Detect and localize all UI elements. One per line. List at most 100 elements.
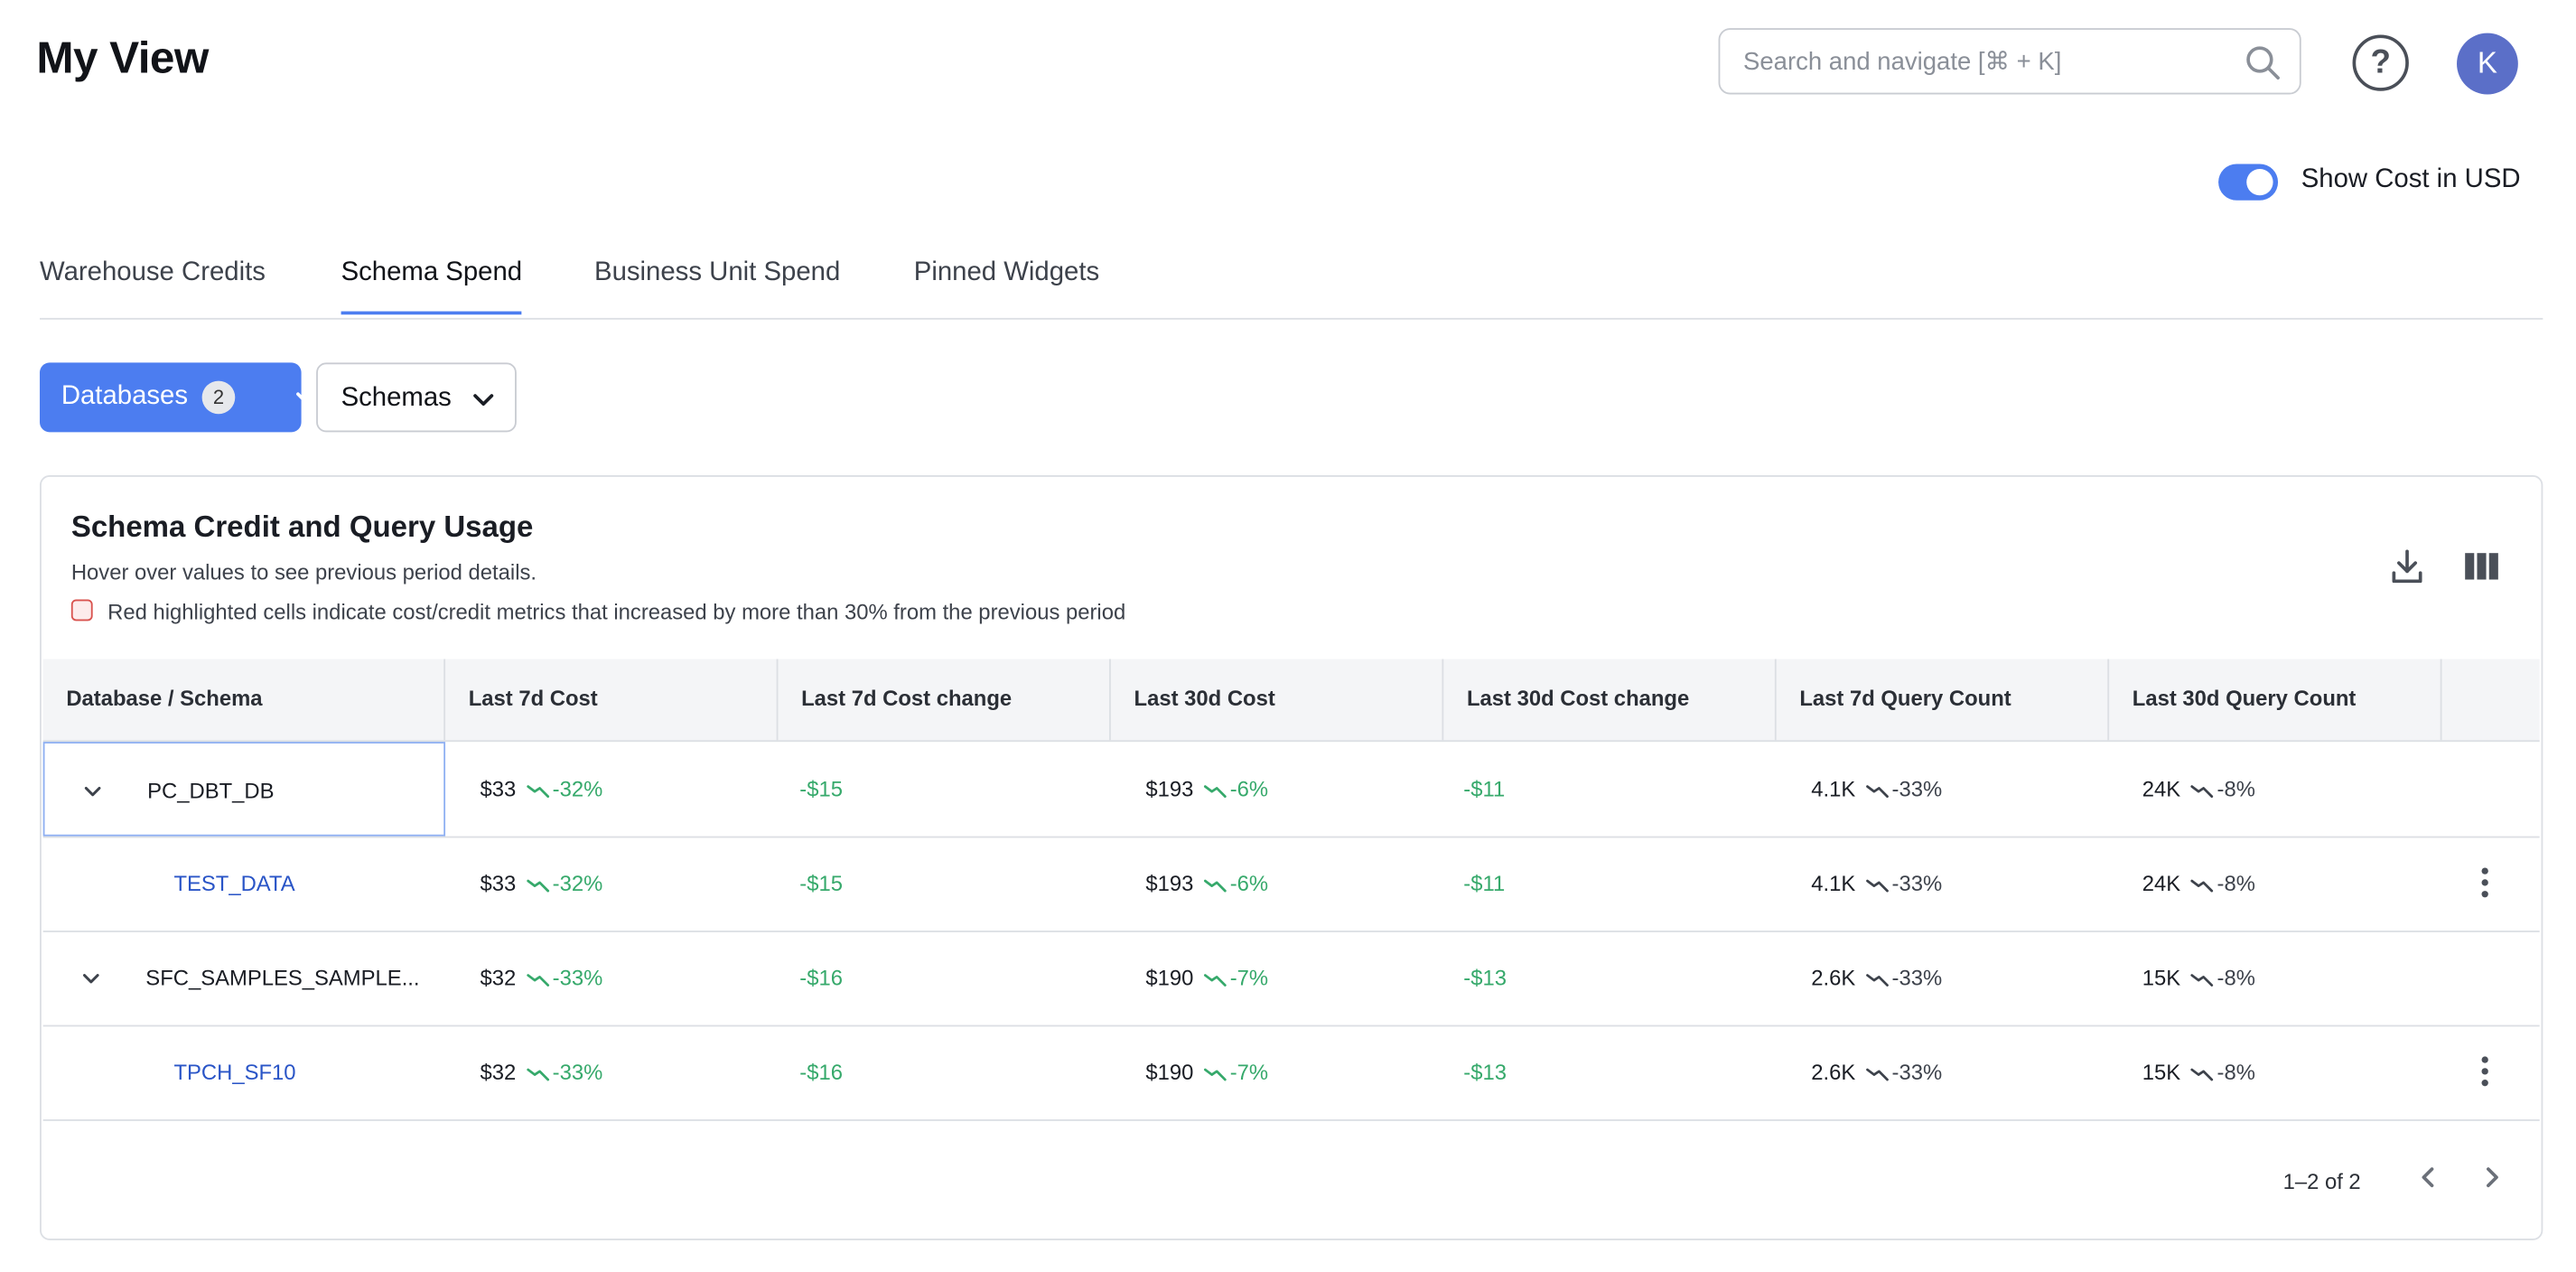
tab-schema-spend[interactable]: Schema Spend — [341, 258, 523, 315]
search-input[interactable] — [1743, 42, 2240, 80]
last-30d-cost: $193 — [1145, 776, 1194, 802]
last-7d-query-trend: -33% — [1891, 965, 1943, 991]
trend-down-icon — [1865, 973, 1889, 987]
last-7d-query-trend: -33% — [1891, 776, 1943, 802]
download-icon[interactable] — [2387, 547, 2427, 586]
toggle-knob — [2246, 168, 2273, 196]
database-name: SFC_SAMPLES_SAMPLE... — [145, 965, 420, 991]
help-icon: ? — [2370, 44, 2391, 81]
row-actions-icon[interactable] — [2481, 1056, 2488, 1090]
avatar[interactable]: K — [2457, 33, 2518, 95]
table-header: Database / Schema Last 7d Cost Last 7d C… — [42, 659, 2540, 743]
databases-filter-label: Databases — [61, 382, 189, 411]
last-7d-cost-trend: -32% — [552, 871, 603, 896]
legend-text: Red highlighted cells indicate cost/cred… — [107, 599, 1126, 625]
column-header[interactable]: Last 7d Cost — [445, 659, 779, 741]
chevron-left-icon[interactable] — [2415, 1164, 2441, 1191]
tab-warehouse-credits[interactable]: Warehouse Credits — [39, 257, 266, 287]
table-row[interactable]: PC_DBT_DB $33 -32% -$15 $193 -6% -$11 4.1K -33% 2… — [42, 742, 2540, 838]
chevron-down-icon[interactable] — [81, 780, 105, 803]
column-header[interactable]: Last 7d Query Count — [1777, 659, 2110, 741]
last-30d-query-trend: -8% — [2217, 1060, 2255, 1085]
row-actions-icon[interactable] — [2481, 867, 2488, 902]
last-7d-query-count: 4.1K — [1811, 871, 1856, 896]
last-30d-cost-trend: -7% — [1229, 965, 1269, 991]
last-30d-cost-cell: $190 -7% — [1145, 931, 1268, 1024]
last-30d-query-trend: -8% — [2217, 871, 2255, 896]
column-header[interactable]: Last 30d Query Count — [2109, 659, 2442, 741]
chevron-right-icon[interactable] — [2478, 1164, 2505, 1191]
schema-cell[interactable]: TEST_DATA — [43, 837, 445, 931]
last-30d-cost-trend: -6% — [1229, 871, 1269, 896]
show-cost-usd-label: Show Cost in USD — [2301, 165, 2521, 194]
trend-down-icon — [2190, 1067, 2214, 1080]
last-30d-query-trend: -8% — [2217, 965, 2255, 991]
last-30d-cost-change: -$13 — [1463, 1060, 1507, 1085]
columns-icon[interactable] — [2463, 550, 2499, 584]
schema-cell[interactable]: TPCH_SF10 — [43, 1025, 445, 1119]
column-header[interactable]: Last 30d Cost — [1111, 659, 1444, 741]
last-7d-cost: $33 — [480, 871, 517, 896]
trend-down-icon — [1865, 784, 1889, 798]
database-cell[interactable]: SFC_SAMPLES_SAMPLE... — [43, 931, 445, 1024]
last-30d-cost-trend: -7% — [1229, 1060, 1269, 1085]
help-button[interactable]: ? — [2352, 34, 2409, 91]
trend-down-icon — [2190, 973, 2214, 987]
trend-down-icon — [526, 784, 549, 798]
last-7d-query-count-cell: 2.6K -33% — [1811, 1025, 1942, 1119]
table-row[interactable]: TEST_DATA $33 -32% -$15 $193 -6% -$11 4.1K -33% 2… — [42, 837, 2540, 932]
last-7d-cost-trend: -33% — [552, 965, 603, 991]
last-7d-cost-cell: $32 -33% — [481, 1025, 603, 1119]
last-30d-cost-change: -$11 — [1463, 871, 1506, 896]
schema-link[interactable]: TEST_DATA — [173, 871, 295, 896]
last-7d-query-count-cell: 4.1K -33% — [1811, 742, 1942, 836]
last-7d-cost-cell: $33 -32% — [481, 837, 603, 931]
last-7d-cost-cell: $32 -33% — [481, 931, 603, 1024]
tab-business-unit-spend[interactable]: Business Unit Spend — [594, 257, 841, 287]
column-header[interactable]: Database / Schema — [43, 659, 446, 741]
last-30d-query-count: 24K — [2142, 871, 2181, 896]
databases-filter-button[interactable]: Databases 2 — [39, 362, 317, 433]
schema-usage-card: Schema Credit and Query Usage Hover over… — [39, 475, 2543, 1240]
last-7d-cost-trend: -33% — [552, 1060, 603, 1085]
trend-down-icon — [2190, 878, 2214, 892]
show-cost-usd-toggle[interactable] — [2218, 164, 2279, 201]
trend-down-icon — [526, 878, 549, 892]
tab-pinned-widgets[interactable]: Pinned Widgets — [913, 257, 1100, 287]
last-7d-cost-change: -$15 — [799, 776, 844, 802]
last-30d-cost: $193 — [1145, 871, 1194, 896]
column-header[interactable]: Last 7d Cost change — [778, 659, 1111, 741]
column-header[interactable]: Last 30d Cost change — [1443, 659, 1777, 741]
last-30d-cost: $190 — [1145, 1060, 1194, 1085]
last-30d-query-trend: -8% — [2217, 776, 2255, 802]
chevron-down-icon — [473, 394, 494, 407]
search-box[interactable] — [1718, 28, 2301, 95]
last-30d-query-count-cell: 15K -8% — [2142, 1025, 2255, 1119]
last-7d-cost-trend: -32% — [552, 776, 603, 802]
last-7d-query-count: 2.6K — [1811, 1060, 1856, 1085]
trend-down-icon — [1203, 1067, 1227, 1080]
trend-down-icon — [526, 973, 549, 987]
table-row[interactable]: TPCH_SF10 $32 -33% -$16 $190 -7% -$13 2.6K -33% 1… — [42, 1025, 2540, 1121]
databases-count-badge: 2 — [201, 380, 236, 415]
trend-down-icon — [1203, 784, 1227, 798]
last-7d-cost-change: -$16 — [799, 965, 844, 991]
last-7d-query-count-cell: 4.1K -33% — [1811, 837, 1942, 931]
schemas-filter-label: Schemas — [341, 384, 452, 413]
database-cell[interactable]: PC_DBT_DB — [42, 742, 446, 837]
schema-link[interactable]: TPCH_SF10 — [173, 1060, 296, 1085]
last-30d-cost-change: -$13 — [1463, 965, 1507, 991]
chevron-down-icon[interactable] — [79, 967, 103, 990]
last-7d-cost: $32 — [480, 965, 517, 991]
trend-down-icon — [1203, 973, 1227, 987]
last-30d-cost-cell: $190 -7% — [1145, 1025, 1268, 1119]
search-icon[interactable] — [2244, 43, 2283, 83]
database-name: PC_DBT_DB — [147, 778, 275, 803]
chevron-down-icon — [296, 392, 317, 405]
table-row[interactable]: SFC_SAMPLES_SAMPLE... $32 -33% -$16 $190 -7% -… — [42, 931, 2540, 1027]
page-title: My View — [36, 33, 209, 83]
card-title: Schema Credit and Query Usage — [70, 510, 534, 544]
card-subtitle: Hover over values to see previous period… — [70, 559, 537, 585]
last-30d-query-count: 15K — [2142, 1060, 2181, 1085]
schemas-filter-button[interactable]: Schemas — [316, 362, 517, 433]
